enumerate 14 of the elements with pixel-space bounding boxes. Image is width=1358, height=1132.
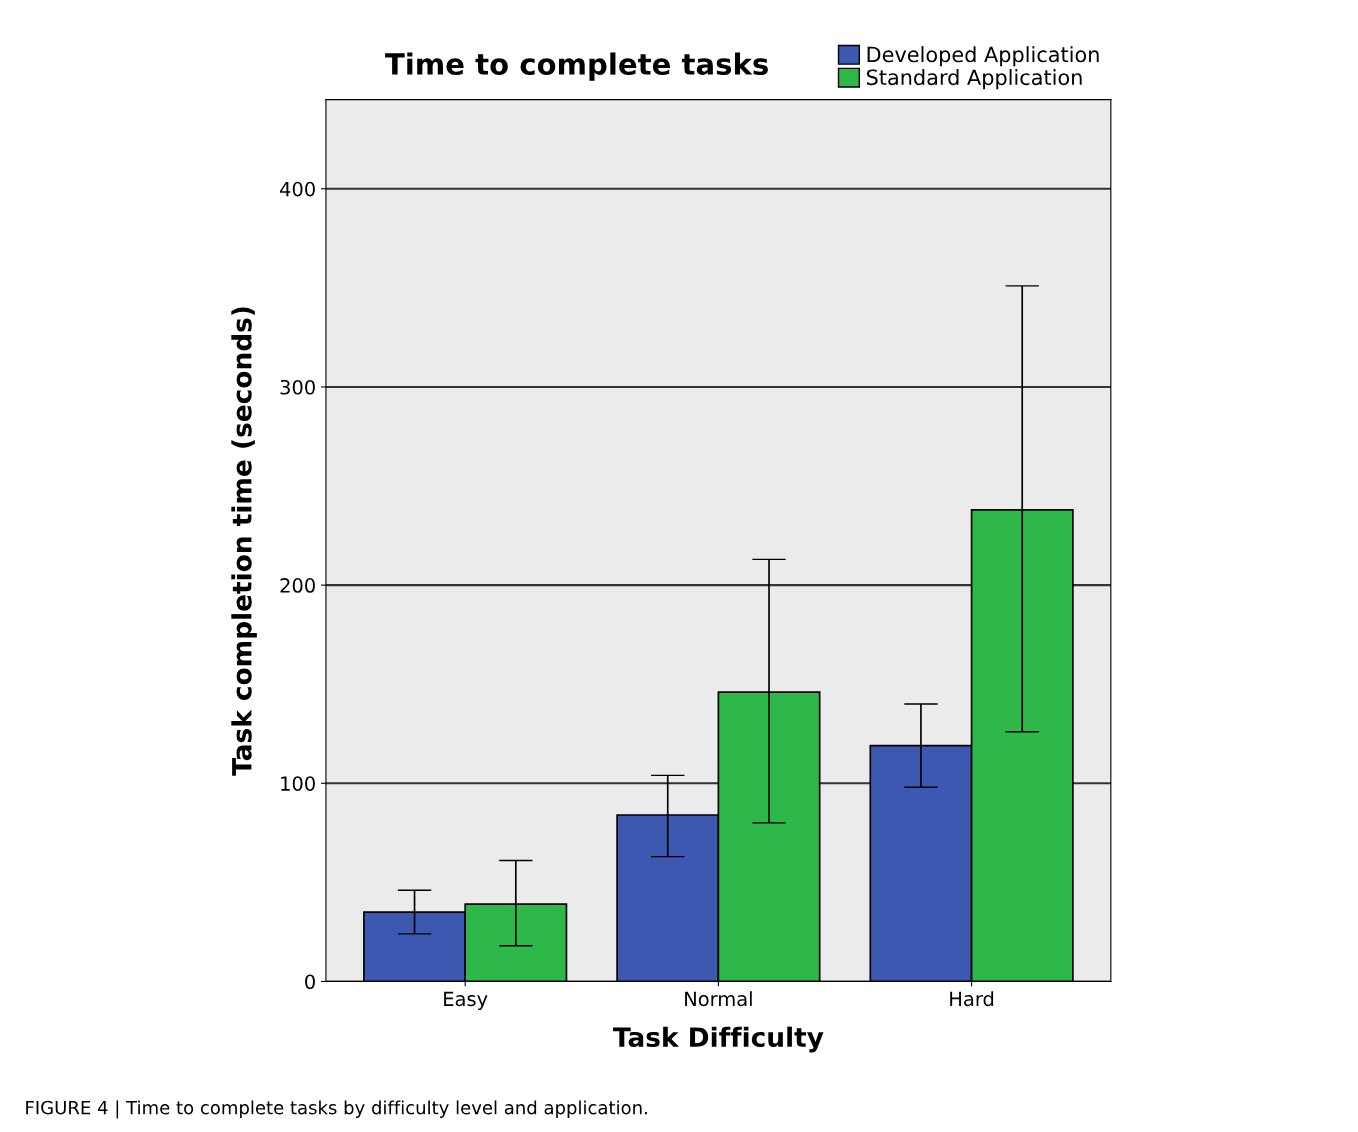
y-tick-label: 100: [281, 776, 315, 791]
x-tick-label: Normal: [685, 991, 752, 1007]
x-tick-label: Hard: [950, 991, 994, 1007]
x-tick-label: Easy: [444, 991, 488, 1010]
y-tick-label: 400: [280, 181, 315, 197]
y-tick-label: 300: [280, 379, 315, 395]
y-axis-title: Task completion time (seconds): [231, 307, 257, 776]
legend-label: Developed Application: [867, 46, 1099, 67]
y-tick-label: 200: [280, 578, 315, 593]
caption: FIGURE 4 | Time to complete tasks by difficulty level and application.: [26, 1100, 647, 1119]
legend-label: Standard Application: [866, 69, 1082, 90]
y-tick-label: 0: [305, 974, 315, 990]
x-axis-title: Task Difficulty: [612, 1026, 824, 1053]
chart-title: Time to complete tasks: [385, 52, 768, 81]
